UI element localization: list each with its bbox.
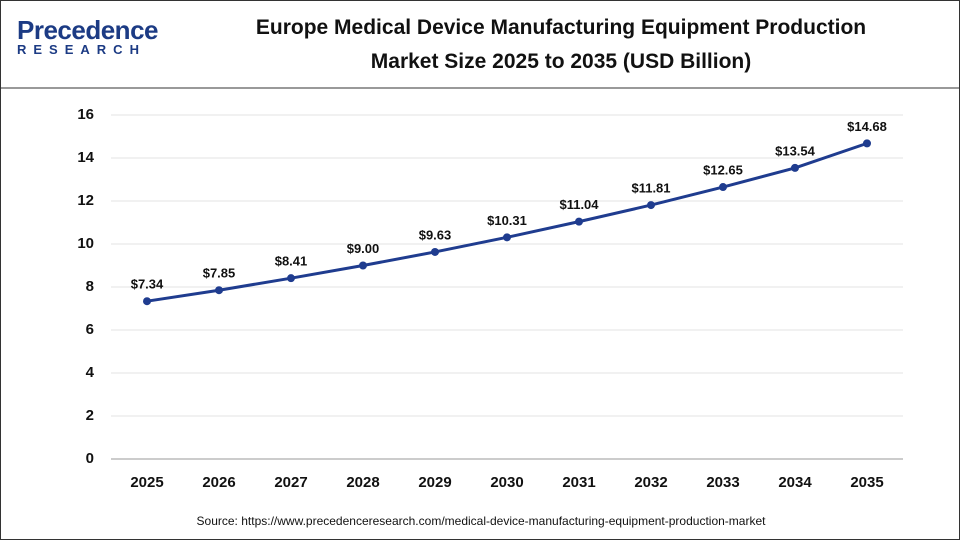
data-label: $7.85 — [203, 266, 236, 281]
data-label: $10.31 — [487, 213, 527, 228]
point — [143, 297, 151, 306]
point — [503, 233, 511, 242]
data-label: $7.34 — [131, 277, 164, 292]
point — [647, 201, 655, 210]
x-tick-label: 2026 — [202, 474, 235, 491]
data-label: $11.81 — [631, 181, 670, 196]
source: Source: https://www.precedenceresearch.c… — [197, 514, 767, 528]
point — [863, 139, 871, 148]
x-tick-label: 2030 — [490, 474, 523, 491]
point — [215, 286, 223, 295]
data-label: $11.04 — [559, 197, 599, 212]
chart-title: Europe Medical Device Manufacturing Equi… — [255, 16, 867, 73]
x-tick-label: 2034 — [778, 474, 812, 491]
y-tick-label: 0 — [86, 450, 94, 467]
x-tick-label: 2032 — [634, 474, 667, 491]
data-label: $9.00 — [347, 241, 380, 256]
x-tick-label: 2035 — [850, 474, 883, 491]
y-tick-label: 10 — [77, 235, 94, 252]
point — [287, 274, 295, 283]
y-tick-label: 2 — [86, 407, 94, 424]
x-tick-label: 2028 — [346, 474, 379, 491]
logo-name: Precedence — [17, 15, 158, 45]
y-tick-label: 6 — [86, 321, 94, 338]
x-tick-label: 2029 — [418, 474, 451, 491]
data-label: $14.68 — [847, 119, 887, 134]
y-tick-label: 14 — [77, 149, 94, 166]
point — [719, 183, 727, 192]
data-label: $8.41 — [275, 254, 308, 269]
x-tick-label: 2033 — [706, 474, 739, 491]
logo: Precedence RESEARCH — [17, 15, 158, 57]
x-tick-label: 2027 — [274, 474, 307, 491]
x-tick-label: 2025 — [130, 474, 163, 491]
data-label: $12.65 — [703, 162, 743, 177]
y-tick-label: 16 — [77, 106, 94, 123]
point — [359, 261, 367, 270]
y-tick-label: 4 — [86, 364, 95, 381]
x-tick-label: 2031 — [562, 474, 595, 491]
data-label: $9.63 — [419, 227, 452, 242]
y-tick-label: 8 — [86, 278, 94, 295]
logo-tagline: RESEARCH — [17, 42, 146, 57]
point — [791, 163, 799, 172]
point — [431, 247, 439, 256]
data-label: $13.54 — [775, 143, 816, 158]
point — [575, 217, 583, 226]
y-tick-label: 12 — [77, 192, 94, 209]
